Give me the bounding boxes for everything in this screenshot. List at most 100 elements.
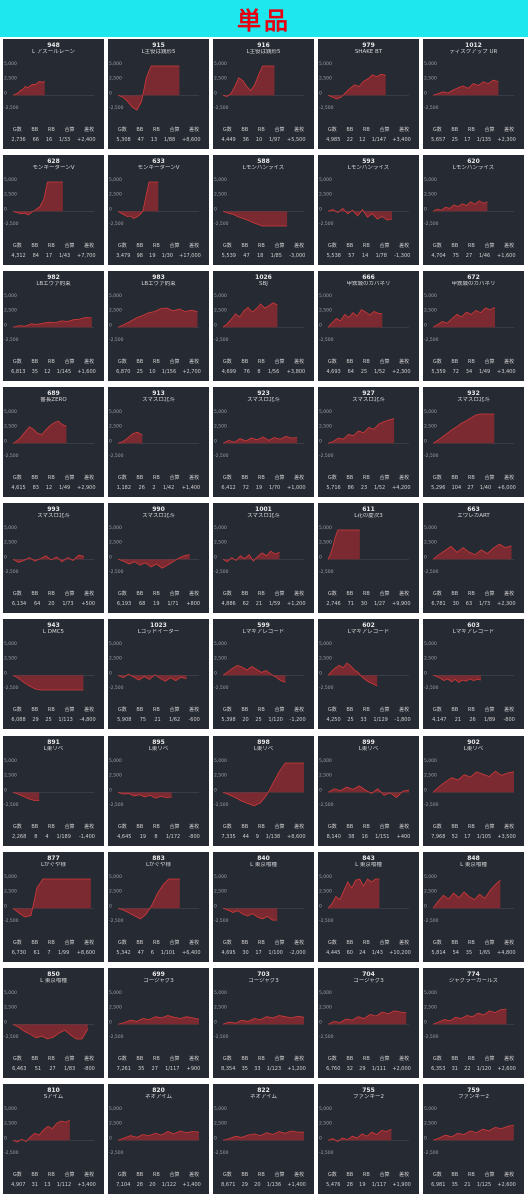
machine-card[interactable]: 843 L 東京喰種 5,000 2,500 0 -2,500 G数 BB RB 合算 差枚 4,44…	[318, 852, 419, 962]
machine-card[interactable]: 898 L東リベ 5,000 2,500 0 -2,500 G数 BB RB 合算 差枚 7,335 4…	[213, 736, 314, 846]
machine-card[interactable]: 603 Lマギアレコード 5,000 2,500 0 -2,500 G数 BB RB 合算 差枚 4,…	[423, 619, 524, 729]
stats-header-cell: 差枚	[504, 591, 515, 597]
machine-card[interactable]: 820 ネオアイム 5,000 2,500 0 -2,500 G数 BB RB 合算 差枚 7,104…	[108, 1084, 209, 1194]
machine-card[interactable]: 993 スマスロ北斗 5,000 2,500 0 -2,500 G数 BB RB 合算 差枚 6,13…	[3, 503, 104, 613]
machine-card[interactable]: 663 エウレカART 5,000 2,500 0 -2,500 G数 BB RB 合算 差枚 6,7…	[423, 503, 524, 613]
machine-card[interactable]: 810 Sアイム 5,000 2,500 0 -2,500 G数 BB RB 合算 差枚 4,907 3…	[3, 1084, 104, 1194]
y-tick-label: 5,000	[109, 758, 122, 764]
stats-value-cell: 1/147	[371, 137, 387, 143]
payout-area	[118, 1130, 199, 1141]
machine-card[interactable]: 899 L東リベ 5,000 2,500 0 -2,500 G数 BB RB 合算 差枚 8,140 3…	[318, 736, 419, 846]
machine-card[interactable]: 611 L花の慶次3 5,000 2,500 0 -2,500 G数 BB RB 合算 差枚 2,74…	[318, 503, 419, 613]
machine-name: L主役は銭形5	[141, 49, 176, 55]
stats-header-cell: RB	[47, 824, 55, 830]
machine-number: 902	[467, 739, 480, 746]
machine-card[interactable]: 628 モンキーターンV 5,000 2,500 0 -2,500 G数 BB RB 合算 差枚 4,…	[3, 155, 104, 265]
machine-card[interactable]: 982 LBエヴァ約束 5,000 2,500 0 -2,500 G数 BB RB 合算 差枚 6,8…	[3, 271, 104, 381]
machine-card[interactable]: 672 甲鉄城のカバネリ 5,000 2,500 0 -2,500 G数 BB RB 合算 差枚 5,…	[423, 271, 524, 381]
machine-card[interactable]: 822 ネオアイム 5,000 2,500 0 -2,500 G数 BB RB 合算 差枚 8,671…	[213, 1084, 314, 1194]
machine-card[interactable]: 704 ゴージャグ3 5,000 2,500 0 -2,500 G数 BB RB 合算 差枚 6,76…	[318, 968, 419, 1078]
stats-value-cell: -1,200	[289, 717, 306, 723]
payout-line	[432, 879, 501, 909]
machine-number: 699	[152, 971, 165, 978]
stats-value-cell: 1/43	[371, 950, 383, 956]
machine-card[interactable]: 1023 Lゴッドイーター 5,000 2,500 0 -2,500 G数 BB RB 合算 差枚 5…	[108, 619, 209, 729]
machine-card[interactable]: 703 ゴージャグ3 5,000 2,500 0 -2,500 G数 BB RB 合算 差枚 8,35…	[213, 968, 314, 1078]
machine-card[interactable]: 913 スマスロ北斗 5,000 2,500 0 -2,500 G数 BB RB 合算 差枚 1,18…	[108, 387, 209, 497]
stats-header-cell: G数	[117, 591, 127, 597]
machine-name: Lかぐや様	[145, 862, 172, 868]
payout-area	[13, 81, 45, 96]
payout-line	[327, 207, 393, 221]
payout-graph: 5,000 2,500 0 -2,500	[109, 293, 199, 343]
stats-value-cell: 25	[360, 369, 368, 375]
machine-card[interactable]: 983 LBエヴァ約束 5,000 2,500 0 -2,500 G数 BB RB 合算 差枚 6,8…	[108, 271, 209, 381]
stats-header-cell: 差枚	[294, 243, 305, 249]
machine-name: ディスクアップ UR	[449, 49, 498, 55]
machine-card[interactable]: 943 L DMC5 5,000 2,500 0 -2,500 G数 BB RB 合算 差枚 6,08…	[3, 619, 104, 729]
machine-card[interactable]: 927 スマスロ北斗 5,000 2,500 0 -2,500 G数 BB RB 合算 差枚 5,71…	[318, 387, 419, 497]
stats-value-cell: 98	[136, 253, 143, 259]
y-tick-label: 5,000	[424, 990, 437, 996]
stats-value-cell: 13	[44, 1182, 51, 1188]
machine-card[interactable]: 990 スマスロ北斗 5,000 2,500 0 -2,500 G数 BB RB 合算 差枚 6,19…	[108, 503, 209, 613]
stats-value-cell: 8,140	[326, 834, 341, 840]
stats-header-cell: RB	[257, 1056, 265, 1062]
stats-value-cell: +7,700	[77, 253, 96, 259]
machine-card[interactable]: 916 L主役は銭形5 5,000 2,500 0 -2,500 G数 BB RB 合算 差枚 4,4…	[213, 39, 314, 149]
machine-card[interactable]: 840 L 東京喰種 5,000 2,500 0 -2,500 G数 BB RB 合算 差枚 4,69…	[213, 852, 314, 962]
stats-value-cell: 1/78	[375, 253, 387, 259]
machine-card[interactable]: 588 Lモンハンライズ 5,000 2,500 0 -2,500 G数 BB RB 合算 差枚 5,…	[213, 155, 314, 265]
machine-card[interactable]: 877 Lかぐや様 5,000 2,500 0 -2,500 G数 BB RB 合算 差枚 6,730…	[3, 852, 104, 962]
machine-card[interactable]: 633 モンキーターンV 5,000 2,500 0 -2,500 G数 BB RB 合算 差枚 3,…	[108, 155, 209, 265]
machine-card[interactable]: 689 番長ZERO 5,000 2,500 0 -2,500 G数 BB RB 合算 差枚 4,61…	[3, 387, 104, 497]
stats-header-cell: 合算	[484, 243, 495, 249]
y-tick-label: 5,000	[214, 61, 227, 67]
machine-card[interactable]: 932 スマスロ北斗 5,000 2,500 0 -2,500 G数 BB RB 合算 差枚 5,29…	[423, 387, 524, 497]
machine-card[interactable]: 923 スマスロ北斗 5,000 2,500 0 -2,500 G数 BB RB 合算 差枚 6,41…	[213, 387, 314, 497]
y-tick-label: 0	[109, 206, 112, 212]
machine-card[interactable]: 902 L東リベ 5,000 2,500 0 -2,500 G数 BB RB 合算 差枚 7,968 5…	[423, 736, 524, 846]
stats-value-cell: 1/43	[58, 253, 71, 259]
stats-header-cell: G数	[222, 475, 232, 481]
machine-card[interactable]: 948 L アズールレーン 5,000 2,500 0 -2,500 G数 BB RB 合算 差枚 2…	[3, 39, 104, 149]
machine-card[interactable]: 1012 ディスクアップ UR 5,000 2,500 0 -2,500 G数 BB RB 合算 差…	[423, 39, 524, 149]
machine-card[interactable]: 759 ファンキー2 5,000 2,500 0 -2,500 G数 BB RB 合算 差枚 6,98…	[423, 1084, 524, 1194]
machine-card[interactable]: 620 Lモンハンライズ 5,000 2,500 0 -2,500 G数 BB RB 合算 差枚 4,…	[423, 155, 524, 265]
y-tick-label: 2,500	[109, 1121, 122, 1127]
machine-card[interactable]: 915 L主役は銭形5 5,000 2,500 0 -2,500 G数 BB RB 合算 差枚 5,3…	[108, 39, 209, 149]
stats-value-cell: 4,886	[221, 601, 236, 607]
machine-card[interactable]: 699 ゴージャグ3 5,000 2,500 0 -2,500 G数 BB RB 合算 差枚 7,26…	[108, 968, 209, 1078]
machine-card[interactable]: 850 L 東京喰種 5,000 2,500 0 -2,500 G数 BB RB 合算 差枚 6,46…	[3, 968, 104, 1078]
machine-card[interactable]: 774 ジャグラーガールズ 5,000 2,500 0 -2,500 G数 BB RB 合算 差枚 6…	[423, 968, 524, 1078]
y-tick-label: 5,000	[109, 177, 122, 183]
stats-header: G数 BB RB 合算 差枚	[423, 940, 524, 946]
machine-card[interactable]: 979 SHAKE BT 5,000 2,500 0 -2,500 G数 BB RB 合算 差枚 4,…	[318, 39, 419, 149]
machine-number: 755	[362, 1087, 375, 1094]
machine-card[interactable]: 895 L東リベ 5,000 2,500 0 -2,500 G数 BB RB 合算 差枚 4,645 1…	[108, 736, 209, 846]
stats-header: G数 BB RB 合算 差枚	[213, 707, 314, 713]
stats-header-cell: 合算	[64, 243, 75, 249]
machine-number: 593	[362, 158, 375, 165]
stats-header-cell: G数	[222, 127, 232, 133]
machine-card[interactable]: 848 L 東京喰種 5,000 2,500 0 -2,500 G数 BB RB 合算 差枚 5,81…	[423, 852, 524, 962]
machine-card[interactable]: 1001 スマスロ北斗 5,000 2,500 0 -2,500 G数 BB RB 合算 差枚 4,8…	[213, 503, 314, 613]
y-tick-label: -2,500	[214, 802, 229, 808]
stats-header: G数 BB RB 合算 差枚	[3, 475, 104, 481]
machine-card[interactable]: 602 Lマギアレコード 5,000 2,500 0 -2,500 G数 BB RB 合算 差枚 4,…	[318, 619, 419, 729]
machine-card[interactable]: 755 ファンキー2 5,000 2,500 0 -2,500 G数 BB RB 合算 差枚 5,47…	[318, 1084, 419, 1194]
stats-header-cell: G数	[12, 127, 22, 133]
machine-card[interactable]: 891 L東リベ 5,000 2,500 0 -2,500 G数 BB RB 合算 差枚 2,268 8…	[3, 736, 104, 846]
machine-card[interactable]: 599 Lマギアレコード 5,000 2,500 0 -2,500 G数 BB RB 合算 差枚 5,…	[213, 619, 314, 729]
stats-header-cell: 差枚	[399, 591, 410, 597]
machine-number: 916	[257, 42, 270, 49]
machine-card[interactable]: 666 甲鉄城のカバネリ 5,000 2,500 0 -2,500 G数 BB RB 合算 差枚 4,…	[318, 271, 419, 381]
stats-header-cell: RB	[362, 1056, 370, 1062]
y-tick-label: -2,500	[109, 569, 124, 575]
machine-card[interactable]: 593 Lモンハンライズ 5,000 2,500 0 -2,500 G数 BB RB 合算 差枚 5,…	[318, 155, 419, 265]
machine-card[interactable]: 883 Lかぐや様 5,000 2,500 0 -2,500 G数 BB RB 合算 差枚 5,342…	[108, 852, 209, 962]
stats-value-cell: 19	[359, 1182, 366, 1188]
stats-header-cell: G数	[117, 359, 127, 365]
machine-card[interactable]: 1026 SBJ 5,000 2,500 0 -2,500 G数 BB RB 合算 差枚 4,699 7…	[213, 271, 314, 381]
stats-header-cell: BB	[31, 707, 39, 713]
